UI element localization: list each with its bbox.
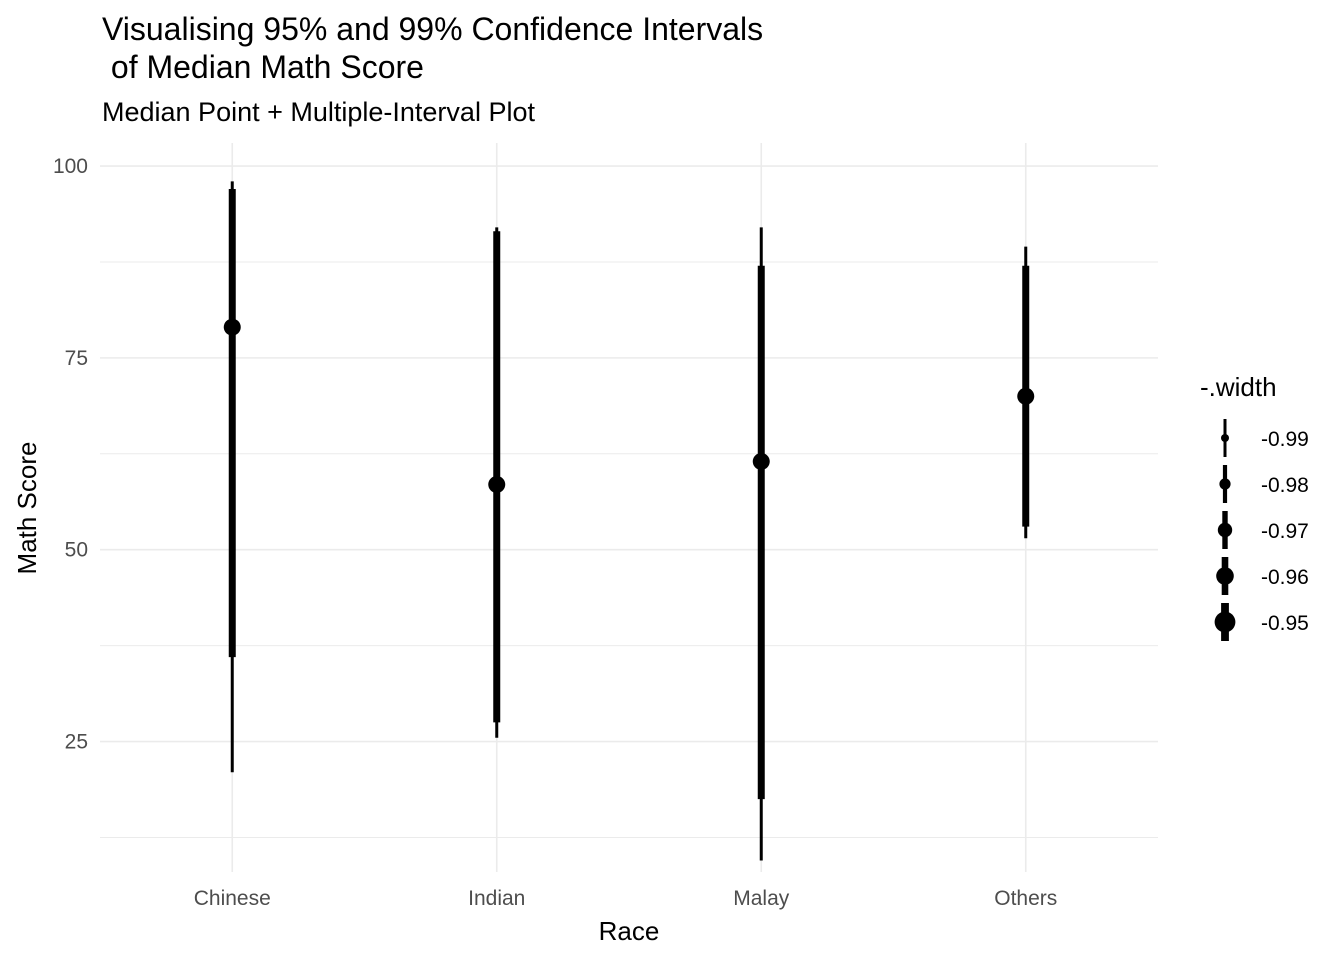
y-axis-title: Math Score [12, 442, 42, 575]
legend-key-point [1217, 522, 1233, 538]
legend-key-point [1216, 567, 1234, 585]
y-tick-label: 25 [65, 731, 88, 754]
x-axis-ticks: Chinese Indian Malay Others [194, 887, 1058, 910]
median-point [488, 475, 506, 493]
x-tick-label: Indian [468, 887, 525, 910]
y-axis-ticks: 25 50 75 100 [53, 155, 88, 754]
legend-label: -0.95 [1261, 612, 1309, 635]
y-tick-label: 50 [65, 539, 88, 562]
legend-label: -0.97 [1261, 520, 1309, 543]
chart-title: Visualising 95% and 99% Confidence Inter… [102, 11, 764, 85]
median-point [223, 318, 241, 336]
chart-marks [223, 181, 1035, 861]
legend: -.width -0.99 -0.98 -0.97 -0.96 -0.95 [1200, 372, 1309, 641]
legend-key-point [1219, 478, 1231, 490]
legend-key-point [1214, 611, 1236, 633]
legend-label: -0.99 [1261, 428, 1309, 451]
median-point [752, 452, 770, 470]
y-tick-label: 100 [53, 155, 88, 178]
legend-title: -.width [1200, 372, 1277, 402]
legend-label: -0.96 [1261, 566, 1309, 589]
grid-lines [100, 143, 1158, 872]
x-tick-label: Others [994, 887, 1057, 910]
y-tick-label: 75 [65, 347, 88, 370]
x-axis-title: Race [599, 916, 660, 946]
median-point [1017, 387, 1035, 405]
chart-subtitle: Median Point + Multiple-Interval Plot [102, 97, 535, 127]
legend-key-point [1221, 434, 1229, 442]
legend-label: -0.98 [1261, 474, 1309, 497]
x-tick-label: Malay [733, 887, 790, 910]
x-tick-label: Chinese [194, 887, 271, 910]
